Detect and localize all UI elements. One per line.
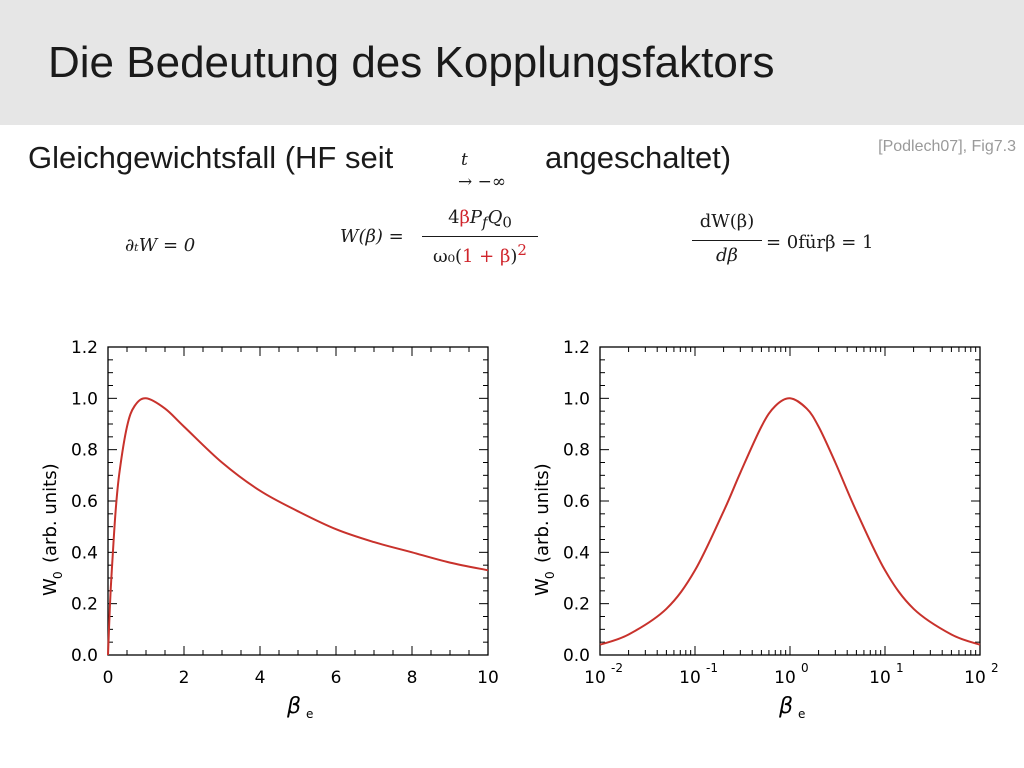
y-tick-label: 0.4 — [563, 543, 590, 563]
source-citation: [Podlech07], Fig7.3 — [878, 138, 1016, 155]
x-tick-label: 0 — [103, 668, 114, 688]
x-tick-label: 6 — [331, 668, 342, 688]
equation-w-lhs: W(β) = — [340, 226, 404, 247]
x-tick-label: 8 — [407, 668, 418, 688]
x-tick-label: 10 — [869, 668, 891, 688]
y-tick-label: 0.8 — [71, 441, 98, 461]
y-tick-label: 1.2 — [71, 338, 98, 358]
subtitle-right: angeschaltet) — [545, 140, 732, 175]
equation-w-denominator: ω₀(1 + β)2 — [433, 241, 527, 267]
slide-title: Die Bedeutung des Kopplungsfaktors — [48, 38, 775, 87]
plot-frame — [599, 346, 981, 656]
chart-linear-coupling: 0.00.20.40.60.81.01.20 2 4 6 8 10β eW0(arb. un… — [40, 338, 499, 721]
x-tick-label: 10 — [774, 668, 796, 688]
y-tick-label: 0.2 — [71, 595, 98, 615]
x-tick-label: 2 — [179, 668, 190, 688]
equation-w-fraction: 4βPfQ0 ω₀(1 + β)2 — [422, 207, 538, 269]
y-axis-label-w: W — [532, 578, 553, 596]
x-tick-exponent: 0 — [801, 661, 809, 675]
y-tick-label: 0.2 — [563, 595, 590, 615]
y-tick-label: 1.2 — [563, 338, 590, 358]
title-bar — [0, 0, 1024, 125]
equation-derivative-rhs: = 0fürβ = 1 — [766, 232, 874, 253]
y-axis-label-sub: 0 — [51, 571, 65, 579]
equation-steady-state: ∂ₜW = 0 — [125, 235, 196, 256]
x-tick-exponent: -1 — [706, 661, 718, 675]
y-axis-label: W0 (arb. units) — [532, 463, 557, 596]
x-axis-label: β — [286, 694, 301, 719]
x-tick-exponent: 2 — [991, 661, 999, 675]
equation-derivative-fraction: dW(β) dβ — [692, 211, 762, 273]
y-tick-label: 0.0 — [71, 646, 98, 666]
y-tick-label: 0.6 — [71, 492, 98, 512]
x-tick-label: 10 — [584, 668, 606, 688]
limit-variable: t — [461, 150, 468, 170]
x-tick-label: 10 — [679, 668, 701, 688]
equation-derivative-fraction-bar — [692, 240, 762, 241]
y-tick-label: 0.4 — [71, 543, 98, 563]
subtitle-left: Gleichgewichtsfall (HF seit — [28, 140, 394, 175]
y-tick-label: 0.6 — [563, 492, 590, 512]
y-tick-label: 1.0 — [71, 389, 98, 409]
x-tick-label: 10 — [964, 668, 986, 688]
x-axis-label: β — [778, 694, 793, 719]
equation-derivative-denominator: dβ — [716, 245, 738, 266]
plot-frame — [107, 346, 489, 656]
x-tick-exponent: -2 — [611, 661, 623, 675]
equation-w-lhs-text: W(β) = — [340, 226, 404, 247]
equation-w-numerator: 4βPfQ0 — [448, 207, 512, 232]
y-tick-label: 0.0 — [563, 646, 590, 666]
y-axis-label: W0 (arb. units) — [40, 463, 65, 596]
x-axis-label-sub: e — [306, 707, 313, 721]
series-line — [107, 397, 489, 656]
x-tick-label: 10 — [477, 668, 499, 688]
x-tick-exponent: 1 — [896, 661, 904, 675]
y-axis-label-w: W — [40, 578, 61, 596]
y-tick-label: 1.0 — [563, 389, 590, 409]
y-axis-label-sub: 0 — [543, 571, 557, 579]
equation-w-fraction-bar — [422, 236, 538, 237]
y-tick-label: 0.8 — [563, 441, 590, 461]
series-line — [599, 397, 981, 646]
x-axis-label-sub: e — [798, 707, 805, 721]
x-tick-label: 4 — [255, 668, 266, 688]
y-axis-label-rest: (arb. units) — [532, 463, 553, 563]
chart-log-coupling: 0.0 0.2 0.4 0.6 0.8 1.0 1.2 10 -2 10 -1 10 0 10 1 10 2 β e… — [532, 338, 999, 721]
y-axis-label-rest: (arb. units) — [40, 463, 61, 563]
limit-arrow: → −∞ — [458, 172, 507, 192]
equation-derivative-numerator: dW(β) — [699, 211, 755, 232]
